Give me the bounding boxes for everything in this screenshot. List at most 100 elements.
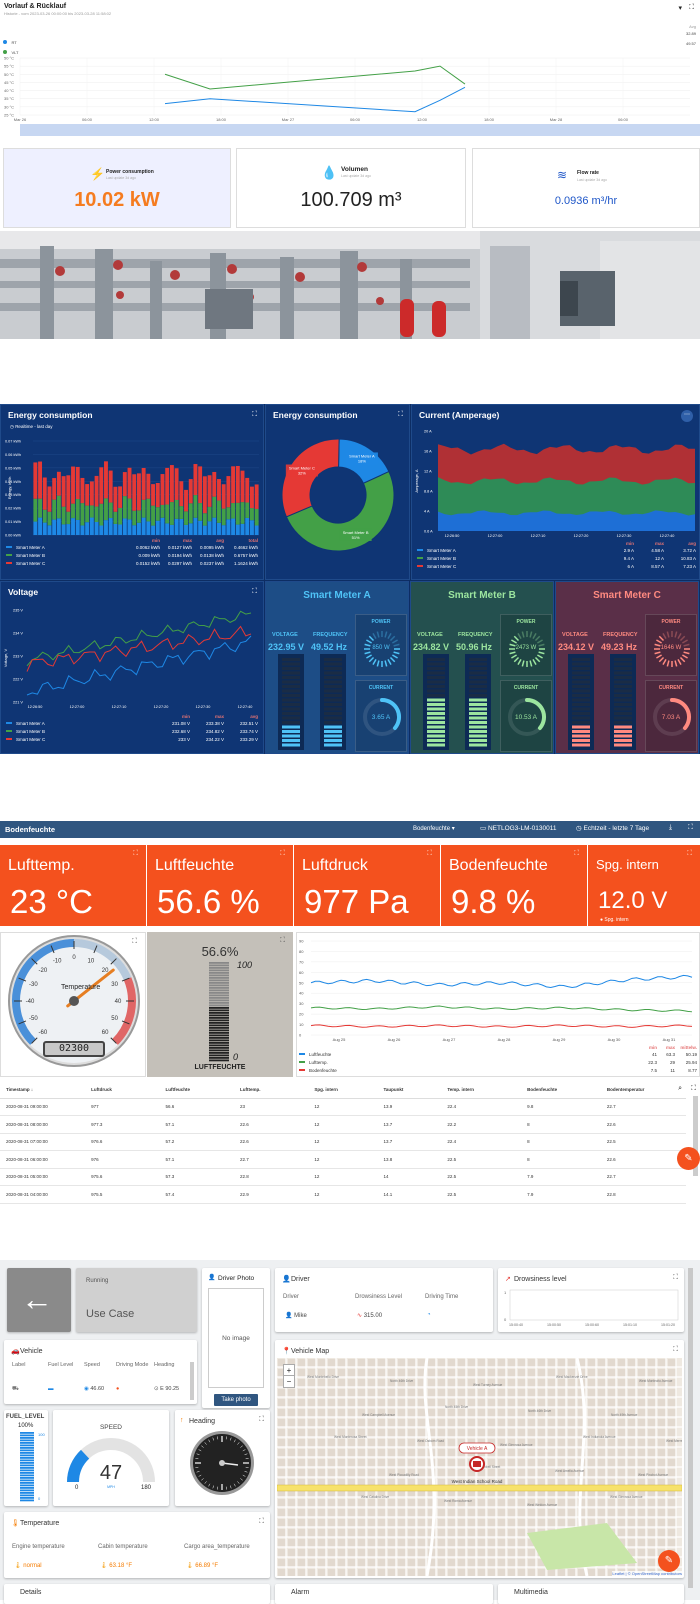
area-series: [438, 510, 695, 531]
kpi-value: 10.02 kW: [74, 189, 160, 211]
table-row[interactable]: 2020-08-31 08:00:00 977.3 57.1 22.6 12 13.7 22…: [0, 1115, 686, 1134]
column-header[interactable]: Luftfeuchte: [159, 1082, 234, 1099]
fullscreen-icon[interactable]: ⛶: [574, 850, 579, 857]
map-block: [378, 1399, 386, 1407]
fullscreen-icon[interactable]: ⛶: [688, 824, 693, 831]
bar-segment: [56, 495, 61, 519]
table-row[interactable]: 2020-08-31 09:00:00 977 56.6 23 12 13.9 22.4 9.…: [0, 1098, 686, 1116]
fullscreen-icon[interactable]: ⛶: [673, 1274, 678, 1281]
bar-cell: [614, 703, 632, 706]
column-header[interactable]: Temp. intern: [441, 1082, 522, 1099]
map-block: [358, 1519, 366, 1527]
map-block: [398, 1559, 406, 1567]
map-block: [598, 1369, 606, 1377]
bar-cell: [572, 694, 590, 697]
download-icon[interactable]: ▾: [678, 5, 682, 12]
more-icon[interactable]: ⋯: [681, 410, 693, 422]
timewindow-select[interactable]: ◷ Echtzeit - letzte 7 Tage: [576, 825, 650, 832]
download-icon[interactable]: ⤓: [669, 824, 673, 831]
legend-row[interactable]: Luftfeuchte 41 63.3 50.19: [299, 1050, 697, 1058]
fullscreen-icon[interactable]: ⛶: [280, 937, 285, 944]
map-block: [358, 1559, 366, 1567]
map-block: [488, 1549, 496, 1557]
map-block: [278, 1559, 286, 1567]
map-block: [348, 1499, 356, 1507]
page-scrollbar[interactable]: [688, 1268, 693, 1588]
search-icon[interactable]: ⌕: [678, 1085, 682, 1092]
legend-row[interactable]: Smart Meter A 231.08 V 233.38 V 232.51 V: [6, 719, 258, 727]
column-header[interactable]: Bodenfeuchte: [521, 1082, 601, 1099]
compass-tick: [217, 1486, 219, 1490]
table-scrollbar[interactable]: [693, 1096, 698, 1176]
map-block: [658, 1489, 666, 1497]
column-header[interactable]: Spg. intern: [308, 1082, 378, 1099]
fullscreen-icon[interactable]: ⛶: [259, 1518, 264, 1525]
state-select[interactable]: Bodenfeuchte ▾: [413, 826, 455, 832]
edit-fab-button[interactable]: ✎: [677, 1147, 700, 1170]
legend-row[interactable]: Bodenfeuchte 7.5 11 8.77: [299, 1066, 697, 1074]
map-block: [348, 1449, 356, 1457]
fullscreen-icon[interactable]: ⛶: [427, 850, 432, 857]
fullscreen-icon[interactable]: ⛶: [687, 850, 692, 857]
edit-fab-button[interactable]: ✎: [658, 1550, 680, 1572]
table-row[interactable]: 2020-08-31 04:00:00 975.5 57.4 22.9 12 14.1 22…: [0, 1185, 686, 1204]
legend-row[interactable]: Smart Meter B 9.4 A 12 A 10.83 A: [417, 554, 696, 562]
legend-vlt[interactable]: VLT: [3, 41, 19, 59]
column-header[interactable]: Lufttemp.: [233, 1082, 309, 1099]
fullscreen-icon[interactable]: ⛶: [673, 1346, 678, 1353]
map-block: [328, 1479, 336, 1487]
card-title: Vehicle: [20, 1348, 43, 1355]
map-block: [638, 1519, 646, 1527]
fullscreen-icon[interactable]: ⛶: [280, 850, 285, 857]
back-button[interactable]: ←: [7, 1268, 71, 1332]
fullscreen-icon[interactable]: ⛶: [691, 1085, 696, 1092]
vehicle-scrollbar[interactable]: [190, 1362, 194, 1400]
take-photo-button[interactable]: Take photo: [214, 1394, 258, 1406]
column-header[interactable]: Taupunkt: [377, 1082, 442, 1099]
legend-row[interactable]: Smart Meter C 0.0152 kWh 0.0297 kWh 0.0237 …: [6, 559, 258, 567]
table-row[interactable]: 2020-08-31 06:00:00 976 57.1 22.7 12 13.8 22.5…: [0, 1150, 686, 1169]
legend-row[interactable]: Smart Meter B 232.68 V 234.82 V 233.74 V: [6, 727, 258, 735]
zoom-out-button[interactable]: −: [286, 1377, 292, 1386]
fullscreen-icon[interactable]: ⛶: [252, 411, 257, 418]
fullscreen-icon[interactable]: ⛶: [132, 938, 137, 945]
driver-card: 👤 Driver Driver Drowsiness Level Driving…: [275, 1268, 493, 1332]
legend-rt[interactable]: RT: [3, 31, 17, 49]
use-case-label: Use Case: [86, 1308, 135, 1320]
range-navigator[interactable]: [20, 124, 700, 136]
map-block: [358, 1359, 366, 1367]
legend-row[interactable]: Smart Meter C 233 V 234.22 V 233.29 V: [6, 735, 258, 743]
map-block: [288, 1459, 296, 1467]
fullscreen-icon[interactable]: ⛶: [398, 411, 403, 418]
realtime-selector[interactable]: ◷ Realtime - last day: [10, 424, 53, 429]
map-attribution[interactable]: Leaflet | © OpenStreetMap contributors: [612, 1571, 682, 1576]
column-header[interactable]: Timestamp ↓: [0, 1082, 86, 1099]
fullscreen-icon[interactable]: ⛶: [252, 588, 257, 595]
map-block: [658, 1499, 666, 1507]
device-select[interactable]: ▭ NETLOG3-LM-0130011: [480, 825, 557, 832]
zoom-in-button[interactable]: +: [284, 1365, 294, 1376]
map-block: [358, 1409, 366, 1417]
map-block: [388, 1389, 396, 1397]
bar-cell: [469, 730, 487, 733]
fullscreen-icon[interactable]: ⛶: [259, 1416, 264, 1423]
bar-segment: [217, 522, 221, 535]
column-header[interactable]: Bodentemperatur: [600, 1082, 686, 1099]
map-block: [448, 1479, 456, 1487]
fullscreen-icon[interactable]: ⛶: [689, 4, 694, 11]
table-row[interactable]: 2020-08-31 07:00:00 976.6 57.2 22.6 12 13.7 22…: [0, 1133, 686, 1151]
map-block: [338, 1549, 346, 1557]
legend-row[interactable]: Smart Meter A 2.9 A 4.58 A 3.72 A: [417, 546, 696, 554]
bar-segment: [160, 517, 165, 535]
map-block: [418, 1459, 426, 1467]
bar-cell: [324, 694, 342, 697]
legend-row[interactable]: Smart Meter A 0.0062 kWh 0.0127 kWh 0.0095 …: [6, 543, 258, 551]
column-header[interactable]: Luftdruck: [85, 1082, 160, 1099]
table-row[interactable]: 2020-08-31 05:00:00 975.6 57.3 22.8 12 14 22.5…: [0, 1168, 686, 1186]
map-block: [628, 1519, 636, 1527]
fullscreen-icon[interactable]: ⛶: [133, 850, 138, 857]
legend-row[interactable]: Smart Meter B 0.009 kWh 0.0194 kWh 0.0138 k…: [6, 551, 258, 559]
legend-row[interactable]: Lufttemp. 22.3 29 25.94: [299, 1058, 697, 1066]
